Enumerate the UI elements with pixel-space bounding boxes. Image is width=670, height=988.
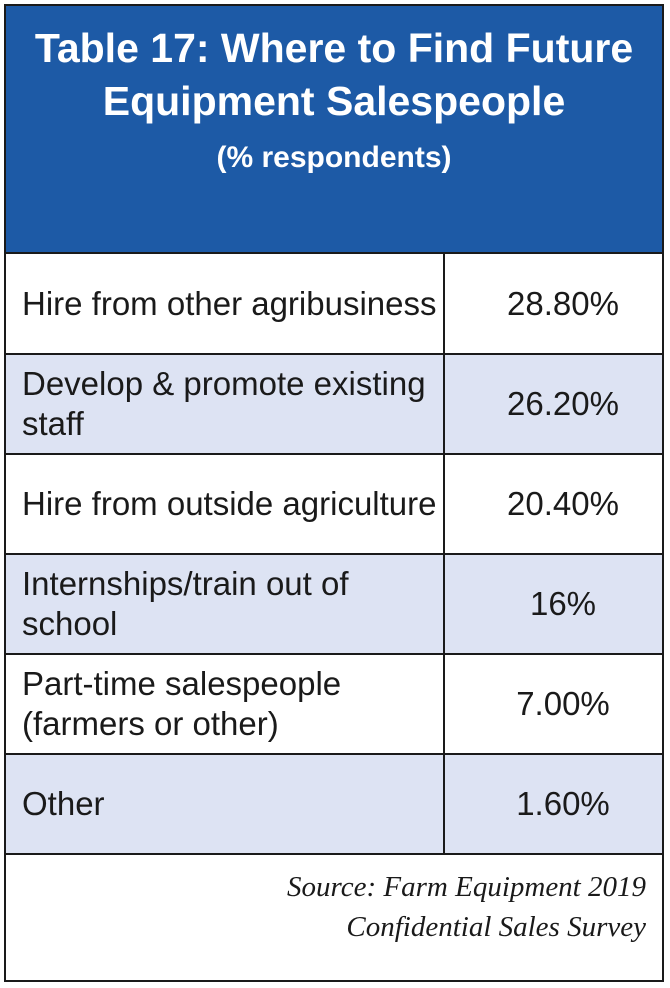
source-line: Source: Farm Equipment 2019 bbox=[287, 871, 646, 903]
row-label: Hire from other agribusiness bbox=[6, 254, 445, 355]
table-row: Other 1.60% bbox=[6, 754, 662, 855]
table-row: Internships/train out of school 16% bbox=[6, 554, 662, 655]
source-line: Confidential Sales Survey bbox=[346, 911, 646, 943]
table-row: Part-time salespeople (farmers or other)… bbox=[6, 654, 662, 755]
table-frame: Table 17: Where to Find Future Equipment… bbox=[4, 4, 664, 982]
row-label: Part-time salespeople (farmers or other) bbox=[6, 654, 445, 755]
source-note: Source: Farm Equipment 2019 Confidential… bbox=[6, 855, 662, 947]
row-value: 7.00% bbox=[444, 654, 662, 755]
row-value: 16% bbox=[444, 554, 662, 655]
row-label: Other bbox=[6, 754, 445, 855]
table-row: Hire from outside agriculture 20.40% bbox=[6, 454, 662, 555]
table-title: Table 17: Where to Find Future Equipment… bbox=[34, 25, 634, 124]
table-subtitle: (% respondents) bbox=[216, 141, 452, 174]
row-value: 28.80% bbox=[444, 254, 662, 355]
data-table: Hire from other agribusiness 28.80% Deve… bbox=[6, 254, 662, 855]
row-value: 1.60% bbox=[444, 754, 662, 855]
table-row: Develop & promote existing staff 26.20% bbox=[6, 354, 662, 455]
table-header: Table 17: Where to Find Future Equipment… bbox=[6, 6, 662, 254]
row-label: Internships/train out of school bbox=[6, 554, 445, 655]
row-value: 20.40% bbox=[444, 454, 662, 555]
row-label: Develop & promote existing staff bbox=[6, 354, 445, 455]
row-value: 26.20% bbox=[444, 354, 662, 455]
row-label: Hire from outside agriculture bbox=[6, 454, 445, 555]
table-row: Hire from other agribusiness 28.80% bbox=[6, 254, 662, 355]
